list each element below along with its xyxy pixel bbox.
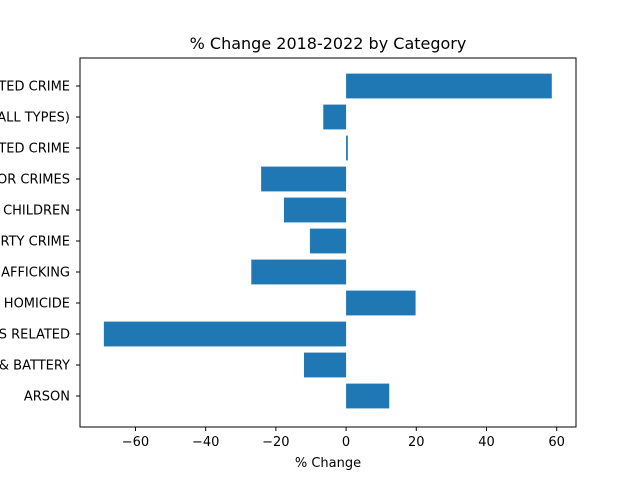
x-axis-label: % Change xyxy=(295,456,361,471)
y-axis: ARSON & BATTERY S RELATED HOMICIDE AFFICKING… xyxy=(0,80,80,405)
bar xyxy=(323,104,347,130)
x-axis: −60 −40 −20 0 20 40 60 xyxy=(122,427,565,450)
y-tick-label: AFFICKING xyxy=(1,266,70,281)
x-tick-label: −40 xyxy=(192,435,219,450)
bar xyxy=(346,383,390,409)
y-tick-label: ARSON xyxy=(24,390,70,405)
bar xyxy=(103,321,347,347)
bar xyxy=(309,228,347,254)
y-tick-label: TED CRIME xyxy=(0,142,70,157)
y-tick-label: ALL TYPES) xyxy=(0,111,70,126)
chart-title: % Change 2018-2022 by Category xyxy=(190,34,467,53)
bar xyxy=(251,259,347,285)
bar xyxy=(283,197,347,223)
x-tick-label: 60 xyxy=(548,435,565,450)
y-tick-label: CHILDREN xyxy=(3,204,70,219)
x-tick-label: 40 xyxy=(478,435,495,450)
bar xyxy=(261,166,347,192)
x-tick-label: −20 xyxy=(262,435,289,450)
bars-layer xyxy=(103,73,552,409)
bar xyxy=(303,352,347,378)
y-tick-label: & BATTERY xyxy=(0,359,70,374)
plot-frame xyxy=(79,57,577,428)
y-tick-label: RTY CRIME xyxy=(1,235,70,250)
bar xyxy=(346,73,552,99)
x-tick-label: −60 xyxy=(122,435,149,450)
x-tick-label: 0 xyxy=(342,435,350,450)
x-tick-label: 20 xyxy=(408,435,425,450)
bar xyxy=(346,290,416,316)
bar xyxy=(346,135,348,161)
y-tick-label: S RELATED xyxy=(0,328,70,343)
y-tick-label: OR CRIMES xyxy=(0,173,70,188)
y-tick-label: HOMICIDE xyxy=(4,297,70,312)
y-tick-label: TED CRIME xyxy=(0,80,70,95)
